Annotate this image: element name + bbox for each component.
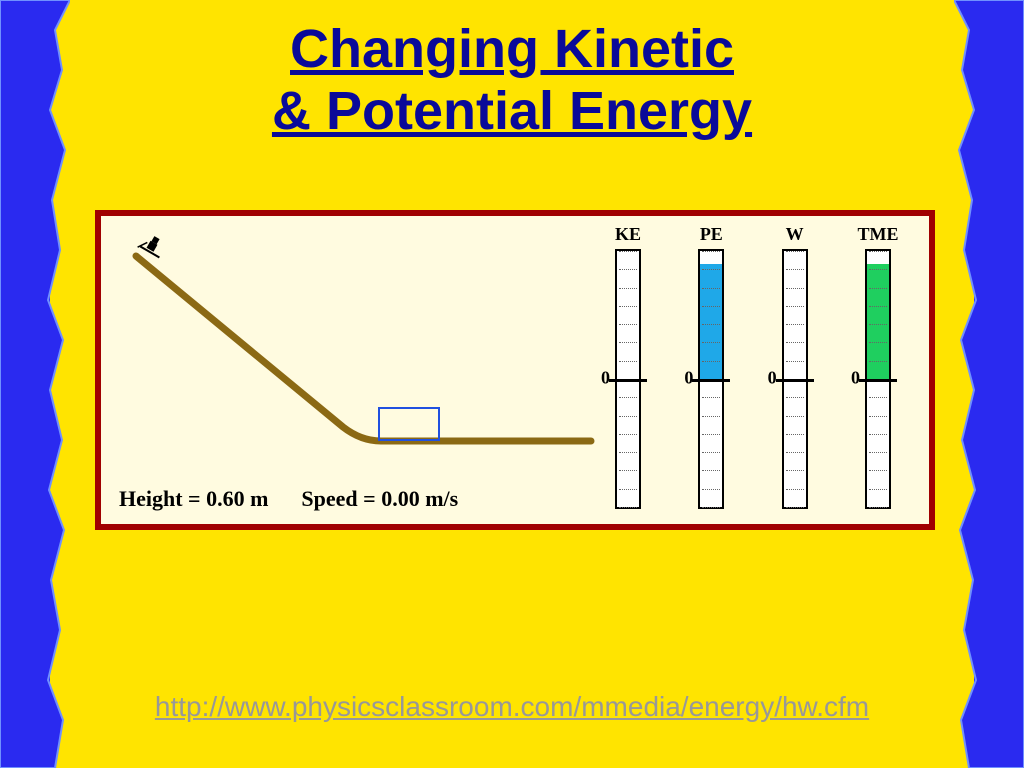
zero-line	[776, 379, 814, 382]
energy-bars-area: KE0PE0W0TME0	[593, 224, 913, 514]
energy-bar-tme: TME 0	[843, 224, 913, 514]
bar-column: 0	[865, 249, 891, 509]
cart-box	[379, 408, 439, 440]
height-label: Height =	[119, 486, 201, 511]
bar-column: 0	[782, 249, 808, 509]
source-link[interactable]: http://www.physicsclassroom.com/mmedia/e…	[0, 691, 1024, 723]
slide-title: Changing Kinetic & Potential Energy	[0, 18, 1024, 142]
bar-column: 0	[698, 249, 724, 509]
zero-line	[859, 379, 897, 382]
energy-bar-pe: PE 0	[676, 224, 746, 514]
energy-bar-w: W0	[760, 224, 830, 514]
zero-label: 0	[601, 367, 610, 388]
bar-label: KE	[615, 224, 641, 245]
height-value: 0.60 m	[206, 486, 268, 511]
bar-label: TME	[857, 224, 898, 245]
diagram-panel: Height = 0.60 m Speed = 0.00 m/s KE0PE0W…	[95, 210, 935, 530]
bar-column: 0	[615, 249, 641, 509]
bar-label: PE	[700, 224, 723, 245]
title-line-2: & Potential Energy	[272, 81, 752, 141]
readout-text: Height = 0.60 m Speed = 0.00 m/s	[119, 486, 458, 512]
zero-line	[692, 379, 730, 382]
skier-icon	[138, 232, 168, 260]
zero-label: 0	[851, 367, 860, 388]
ramp-svg	[111, 226, 601, 486]
speed-label: Speed =	[301, 486, 375, 511]
ramp-area	[111, 226, 601, 486]
title-line-1: Changing Kinetic	[290, 19, 734, 79]
zero-label: 0	[684, 367, 693, 388]
ramp-path	[136, 256, 591, 441]
bar-label: W	[786, 224, 804, 245]
zero-label: 0	[768, 367, 777, 388]
energy-bar-ke: KE 0	[593, 224, 663, 514]
zero-line	[609, 379, 647, 382]
speed-value: 0.00 m/s	[381, 486, 458, 511]
